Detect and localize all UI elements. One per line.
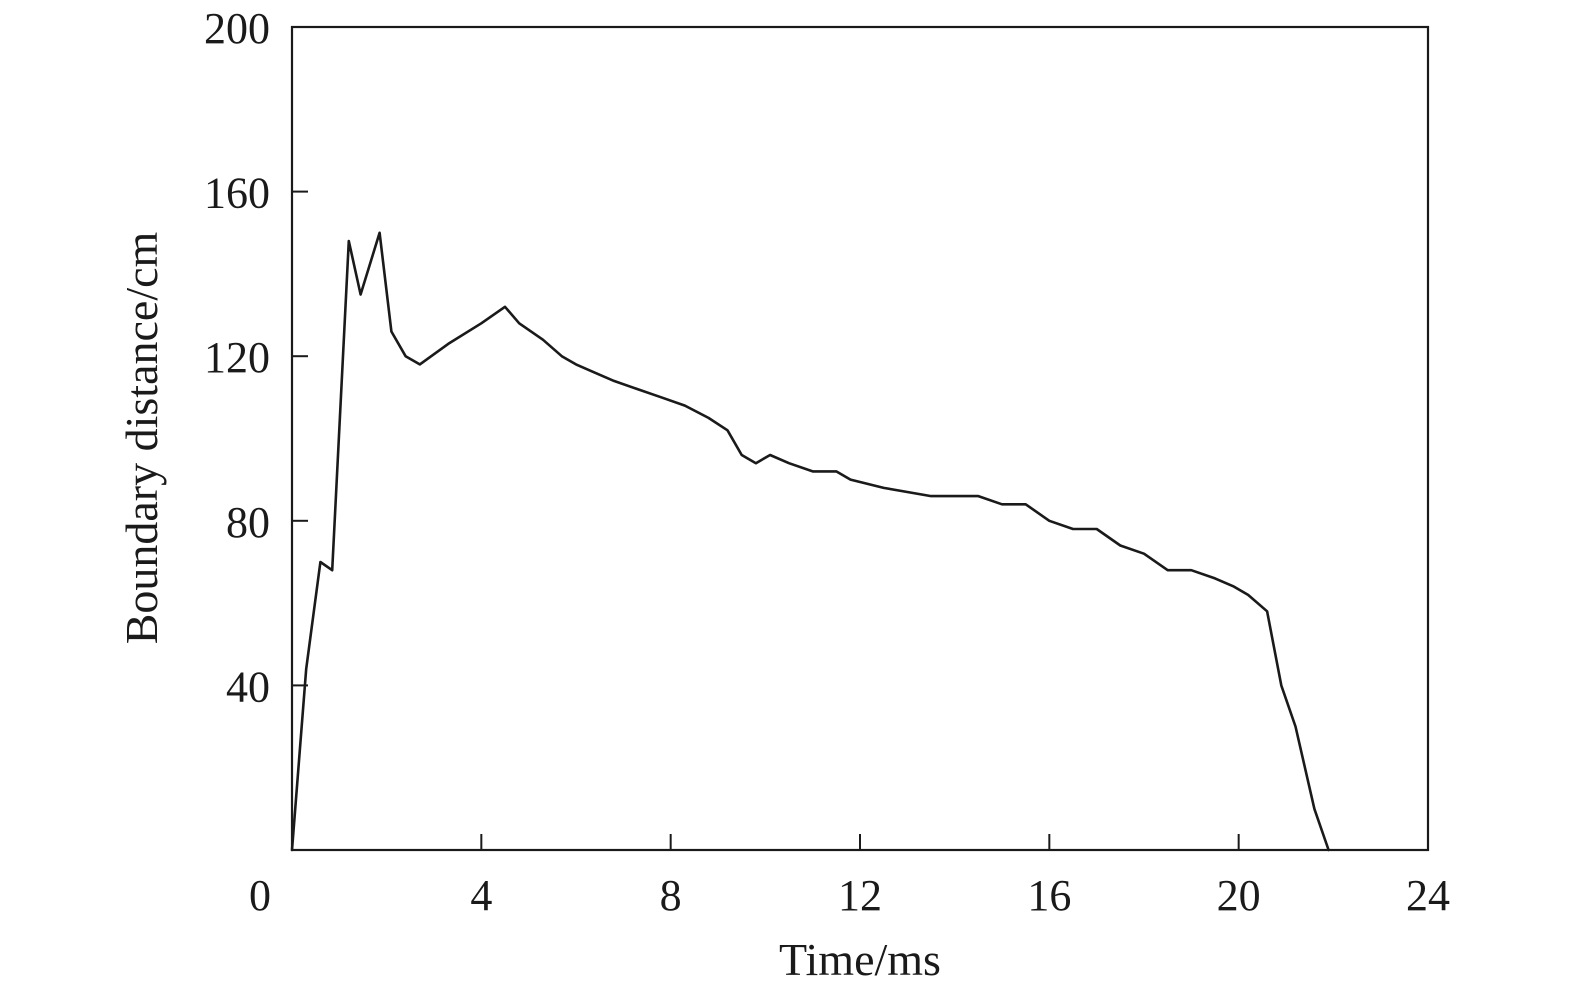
x-tick-label: 4 xyxy=(470,871,492,920)
y-tick-label: 160 xyxy=(204,169,270,218)
x-tick-label: 12 xyxy=(838,871,882,920)
x-tick-label: 24 xyxy=(1406,871,1450,920)
y-axis-title: Boundary distance/cm xyxy=(116,231,167,644)
y-axis-ticks: 40 80 120 160 200 xyxy=(204,4,308,711)
y-tick-label: 40 xyxy=(226,662,270,711)
x-tick-label: 8 xyxy=(660,871,682,920)
x-axis-title: Time/ms xyxy=(779,934,941,985)
series-line xyxy=(290,231,1330,852)
x-tick-label: 0 xyxy=(249,871,271,920)
plot-frame xyxy=(290,25,1430,852)
y-tick-label: 120 xyxy=(204,333,270,382)
x-axis-ticks: 0 4 8 12 16 20 24 xyxy=(249,834,1450,920)
y-tick-label: 80 xyxy=(226,498,270,547)
y-tick-label: 200 xyxy=(204,4,270,53)
x-tick-label: 20 xyxy=(1217,871,1261,920)
x-tick-label: 16 xyxy=(1027,871,1071,920)
